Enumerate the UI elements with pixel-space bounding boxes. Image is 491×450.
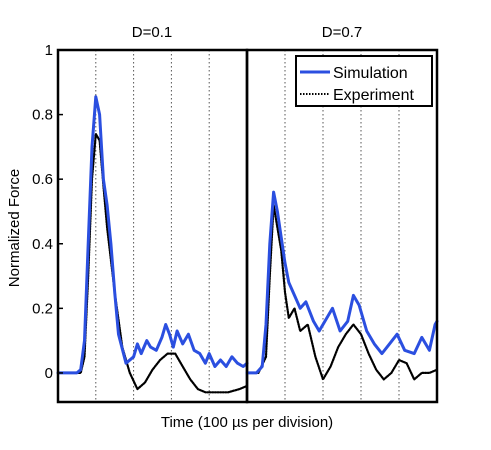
legend-label-simulation: Simulation bbox=[333, 65, 408, 82]
y-tick-label: 0.6 bbox=[32, 171, 53, 188]
y-axis: 0 0.2 0.4 0.6 0.8 1 bbox=[32, 42, 63, 382]
series-experiment-line bbox=[245, 203, 439, 381]
y-tick-label: 0.2 bbox=[32, 300, 53, 317]
panel-d07 bbox=[245, 48, 439, 404]
y-tick-label: 0.4 bbox=[32, 236, 53, 253]
legend-box bbox=[295, 55, 433, 107]
y-tick-label: 0 bbox=[45, 365, 53, 382]
x-axis-label: Time (100 µs per division) bbox=[161, 414, 333, 431]
panel-title-d07: D=0.7 bbox=[322, 24, 362, 41]
y-tick-label: 1 bbox=[45, 42, 53, 59]
legend-label-experiment: Experiment bbox=[333, 87, 414, 104]
panel-d01 bbox=[56, 48, 249, 404]
series-experiment-line bbox=[56, 132, 249, 394]
legend: Simulation Experiment bbox=[295, 55, 433, 107]
series-simulation-line bbox=[245, 190, 439, 375]
panel-title-d01: D=0.1 bbox=[132, 24, 172, 41]
y-tick-label: 0.8 bbox=[32, 107, 53, 124]
panel-frame bbox=[245, 48, 439, 404]
y-axis-label: Normalized Force bbox=[6, 169, 23, 287]
series-simulation-line bbox=[56, 95, 249, 375]
